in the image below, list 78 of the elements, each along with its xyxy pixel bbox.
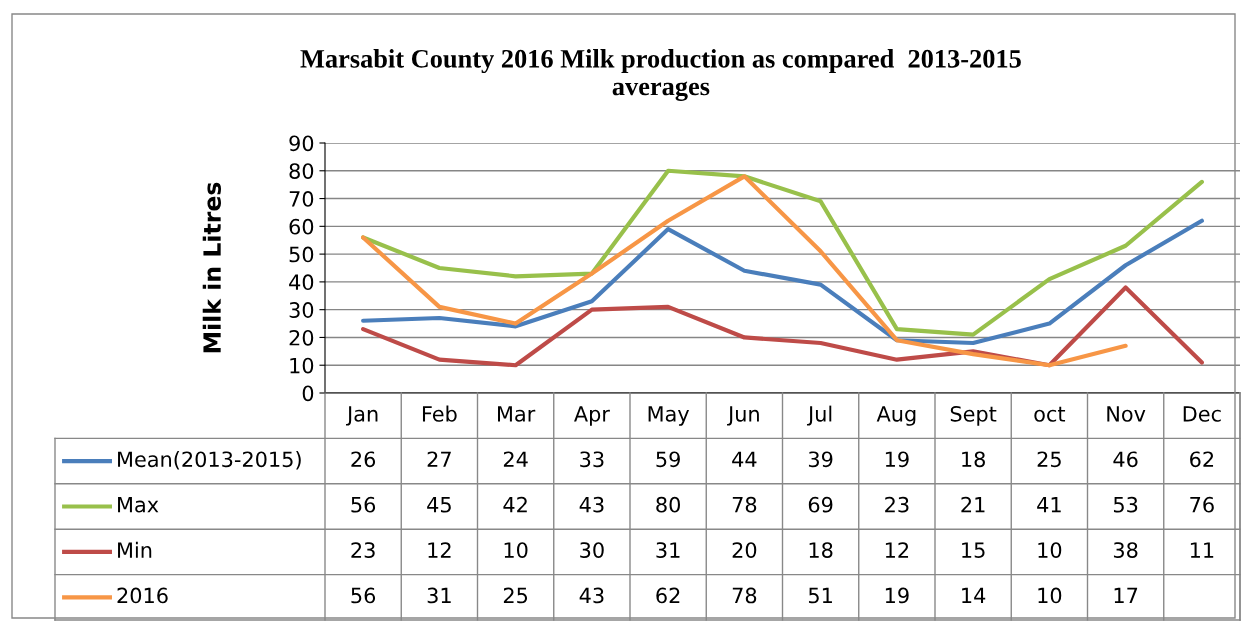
- data-label: 31: [656, 542, 680, 558]
- x-tick-label: Sept: [950, 405, 997, 426]
- x-tick-label: Nov: [1107, 406, 1146, 422]
- x-tick-label: Aug: [876, 406, 916, 426]
- data-label: 42: [503, 496, 527, 513]
- legend-label: Max: [118, 497, 159, 513]
- data-label: 23: [885, 496, 909, 513]
- data-label: 38: [1113, 542, 1138, 558]
- data-label: 10: [1038, 587, 1062, 604]
- x-tick-label: Dec: [1183, 406, 1221, 422]
- data-label: 27: [427, 451, 451, 467]
- y-tick-label: 90: [289, 135, 314, 152]
- y-tick-label: 70: [289, 191, 314, 207]
- data-label: 10: [1038, 542, 1062, 558]
- data-label: 69: [808, 496, 833, 513]
- data-label: 15: [962, 542, 985, 558]
- data-label: 25: [1037, 451, 1061, 468]
- line-series: [361, 285, 1204, 368]
- data-label: 44: [732, 451, 757, 467]
- data-label: 46: [1113, 451, 1138, 468]
- line-series: [361, 174, 1128, 368]
- data-label: 20: [732, 542, 757, 558]
- y-tick-label: 10: [290, 357, 314, 374]
- chart-title: Marsabit County 2016 Milk production as compared 2013-2015 averages: [300, 49, 1021, 101]
- data-label: 78: [732, 496, 757, 513]
- data-label: 25: [503, 587, 528, 604]
- legend-label: Mean(2013-2015): [118, 451, 301, 470]
- data-label: 26: [351, 451, 376, 468]
- data-label: 56: [351, 587, 376, 604]
- line-series: [361, 218, 1204, 346]
- data-label: 59: [656, 451, 680, 468]
- data-label: 62: [656, 587, 680, 604]
- data-label: 41: [1037, 497, 1061, 513]
- legend-label: Min: [118, 541, 152, 558]
- data-label: 11: [1190, 542, 1214, 558]
- x-tick-label: Jun: [727, 406, 759, 426]
- data-label: 78: [732, 587, 757, 604]
- data-label: 30: [580, 542, 604, 558]
- x-tick-label: Apr: [574, 406, 610, 426]
- x-tick-label: Jul: [806, 405, 832, 426]
- data-label: 19: [885, 587, 909, 604]
- data-label: 33: [580, 451, 604, 468]
- data-label: 76: [1190, 496, 1214, 513]
- data-label: 39: [808, 451, 833, 468]
- y-axis-title: Milk in Litres: [202, 182, 221, 353]
- data-label: 80: [656, 496, 680, 513]
- x-tick-label: Jan: [345, 406, 378, 426]
- data-label: 12: [885, 542, 909, 558]
- data-label: 21: [961, 496, 985, 513]
- data-label: 18: [962, 451, 985, 468]
- data-label: 18: [809, 542, 833, 558]
- data-label: 43: [579, 496, 604, 513]
- data-label: 17: [1114, 587, 1138, 604]
- data-label: 24: [503, 451, 528, 467]
- data-label: 12: [428, 542, 451, 558]
- y-tick-label: 40: [289, 274, 314, 291]
- data-label: 56: [351, 496, 376, 513]
- data-label: 19: [885, 451, 909, 468]
- y-tick-label: 50: [289, 246, 314, 263]
- y-tick-label: 80: [289, 163, 314, 179]
- y-tick-label: 20: [289, 329, 314, 346]
- y-tick-label: 0: [302, 385, 314, 402]
- data-label: 31: [427, 587, 451, 604]
- y-tick-label: 60: [289, 218, 314, 235]
- data-label: 53: [1113, 496, 1138, 513]
- y-tick-label: 30: [289, 302, 314, 318]
- x-tick-label: Feb: [422, 405, 457, 422]
- legend-label: 2016: [117, 587, 168, 604]
- data-label: 51: [808, 587, 832, 604]
- x-tick-label: oct: [1034, 406, 1066, 422]
- data-label: 23: [351, 542, 375, 558]
- data-label: 10: [504, 542, 528, 558]
- data-label: 43: [579, 587, 604, 604]
- data-label: 14: [962, 587, 986, 604]
- data-label: 45: [427, 497, 451, 513]
- data-label: 62: [1190, 451, 1214, 468]
- x-tick-label: May: [648, 406, 690, 426]
- x-tick-label: Mar: [498, 406, 536, 422]
